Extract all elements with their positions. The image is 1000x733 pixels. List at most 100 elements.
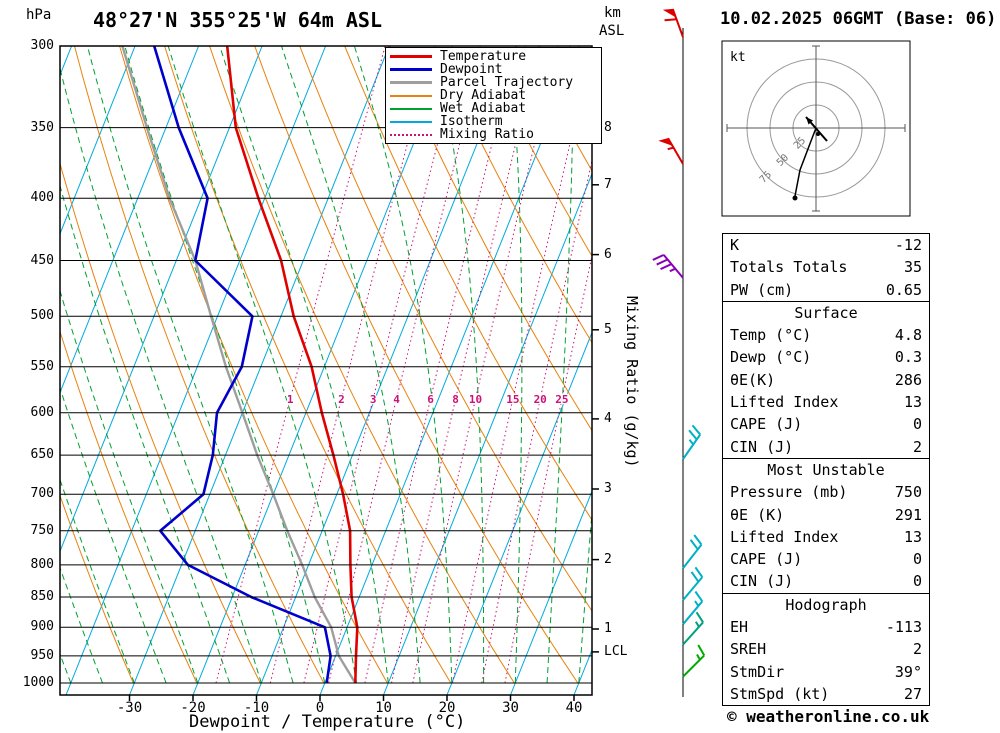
wind-barb	[652, 253, 684, 279]
index-value: 4.8	[894, 326, 922, 345]
index-label: StmDir	[730, 662, 785, 681]
km-tick-label: 3	[604, 480, 612, 496]
pressure-tick-label: 750	[30, 522, 54, 538]
hodograph-ring-label: 50	[774, 152, 792, 169]
dry-adiabat-swatch	[390, 94, 432, 97]
index-value: 2	[912, 437, 922, 456]
wind-barb	[682, 590, 704, 625]
km-tick-label: 1	[604, 621, 612, 637]
index-label: Pressure (mb)	[730, 483, 848, 502]
legend-item: Wet Adiabat	[390, 101, 597, 116]
pressure-tick-label: 1000	[22, 675, 54, 690]
wind-barb	[682, 534, 703, 569]
km-tick-label: 5	[604, 321, 612, 337]
legend-label: Wet Adiabat	[440, 101, 527, 116]
index-row: Lifted Index 13	[723, 526, 929, 548]
index-label: Lifted Index	[730, 527, 839, 546]
km-unit-label: km	[604, 5, 621, 21]
pressure-tick-label: 950	[30, 647, 54, 663]
isotherm-swatch	[390, 120, 432, 123]
pressure-tick-label: 700	[30, 486, 54, 502]
index-row: Totals Totals 35	[723, 256, 929, 278]
legend-label: Parcel Trajectory	[440, 75, 574, 90]
index-label: Totals Totals	[730, 258, 848, 277]
station-title: 48°27'N 355°25'W 64m ASL	[93, 8, 382, 32]
wind-barb	[682, 424, 702, 460]
legend-label: Temperature	[440, 49, 527, 64]
index-value: -113	[885, 618, 922, 637]
index-value: 291	[894, 505, 922, 524]
index-row: CAPE (J) 0	[723, 548, 929, 570]
index-value: 13	[903, 393, 922, 412]
mixing-ratio-value-label: 15	[506, 393, 519, 406]
index-row: Temp (°C) 4.8	[723, 324, 929, 346]
index-label: SREH	[730, 640, 767, 659]
index-label: Temp (°C)	[730, 326, 812, 345]
hodograph	[721, 40, 911, 217]
index-row: StmDir 39°	[723, 661, 929, 683]
km-tick-label: 2	[604, 551, 612, 567]
index-row: SREH 2	[723, 638, 929, 660]
index-label: Dewp (°C)	[730, 348, 812, 367]
legend-item: Temperature	[390, 49, 597, 64]
legend-item: Dry Adiabat	[390, 88, 597, 103]
index-label: CAPE (J)	[730, 415, 803, 434]
index-value: 0	[912, 415, 922, 434]
index-row: PW (cm) 0.65	[723, 279, 929, 301]
legend-item: Mixing Ratio	[390, 127, 597, 142]
index-row: CAPE (J) 0	[723, 413, 929, 435]
hodograph-ring-label: 25	[791, 135, 809, 152]
pressure-tick-label: 350	[30, 119, 54, 135]
index-value: -12	[894, 236, 922, 254]
index-row: K -12	[723, 234, 929, 256]
index-row: CIN (J) 2	[723, 436, 929, 458]
legend-label: Isotherm	[440, 114, 503, 129]
km-tick-label: LCL	[604, 643, 628, 659]
index-value: 2	[912, 640, 922, 659]
legend-item: Dewpoint	[390, 62, 597, 77]
wet-adiabat-swatch	[390, 107, 432, 110]
wind-barb	[682, 611, 704, 646]
wind-barb	[682, 566, 704, 601]
km-tick-label: 8	[604, 119, 612, 135]
section-title: Hodograph	[785, 595, 867, 614]
mixing-ratio-value-label: 10	[469, 393, 482, 406]
index-label: PW (cm)	[730, 280, 794, 299]
index-value: 286	[894, 370, 922, 389]
pressure-unit-label: hPa	[26, 7, 52, 23]
mixing-ratio-value-label: 3	[370, 393, 377, 406]
index-row: Lifted Index 13	[723, 391, 929, 413]
index-row: EH -113	[723, 616, 929, 638]
mixing-ratio-value-label: 25	[555, 393, 568, 406]
index-value: 35	[903, 258, 922, 277]
index-label: CIN (J)	[730, 572, 794, 591]
index-row: Pressure (mb) 750	[723, 481, 929, 503]
legend: Temperature Dewpoint Parcel Trajectory D…	[385, 47, 602, 144]
index-value: 0.65	[885, 280, 922, 299]
hodograph-unit-label: kt	[730, 50, 746, 65]
legend-label: Dewpoint	[440, 62, 503, 77]
index-label: EH	[730, 618, 749, 637]
wind-barb	[682, 644, 706, 678]
index-row: θE (K) 291	[723, 504, 929, 526]
km-tick-label: 7	[604, 176, 612, 192]
surface-section: Surface Temp (°C) 4.8 Dewp (°C) 0.3 θE(K) 2…	[723, 300, 929, 458]
index-label: StmSpd (kt)	[730, 684, 830, 703]
index-value: 13	[903, 527, 922, 546]
index-value: 750	[894, 483, 922, 502]
hodograph-section: Hodograph EH -113 SREH 2 StmDir 39° StmSpd …	[723, 592, 929, 705]
index-label: CIN (J)	[730, 437, 794, 456]
pressure-tick-label: 400	[30, 190, 54, 206]
pressure-tick-label: 300	[30, 38, 54, 53]
temperature-tick-label: -30	[116, 700, 143, 716]
index-value: 0.3	[894, 348, 922, 367]
index-label: θE(K)	[730, 370, 776, 389]
pressure-tick-label: 500	[30, 308, 54, 324]
pressure-tick-label: 900	[30, 619, 54, 635]
dewpoint-line-swatch	[390, 68, 432, 71]
mixing-ratio-value-label: 6	[427, 393, 434, 406]
mixing-ratio-value-label: 20	[534, 393, 547, 406]
pressure-tick-label: 450	[30, 252, 54, 268]
